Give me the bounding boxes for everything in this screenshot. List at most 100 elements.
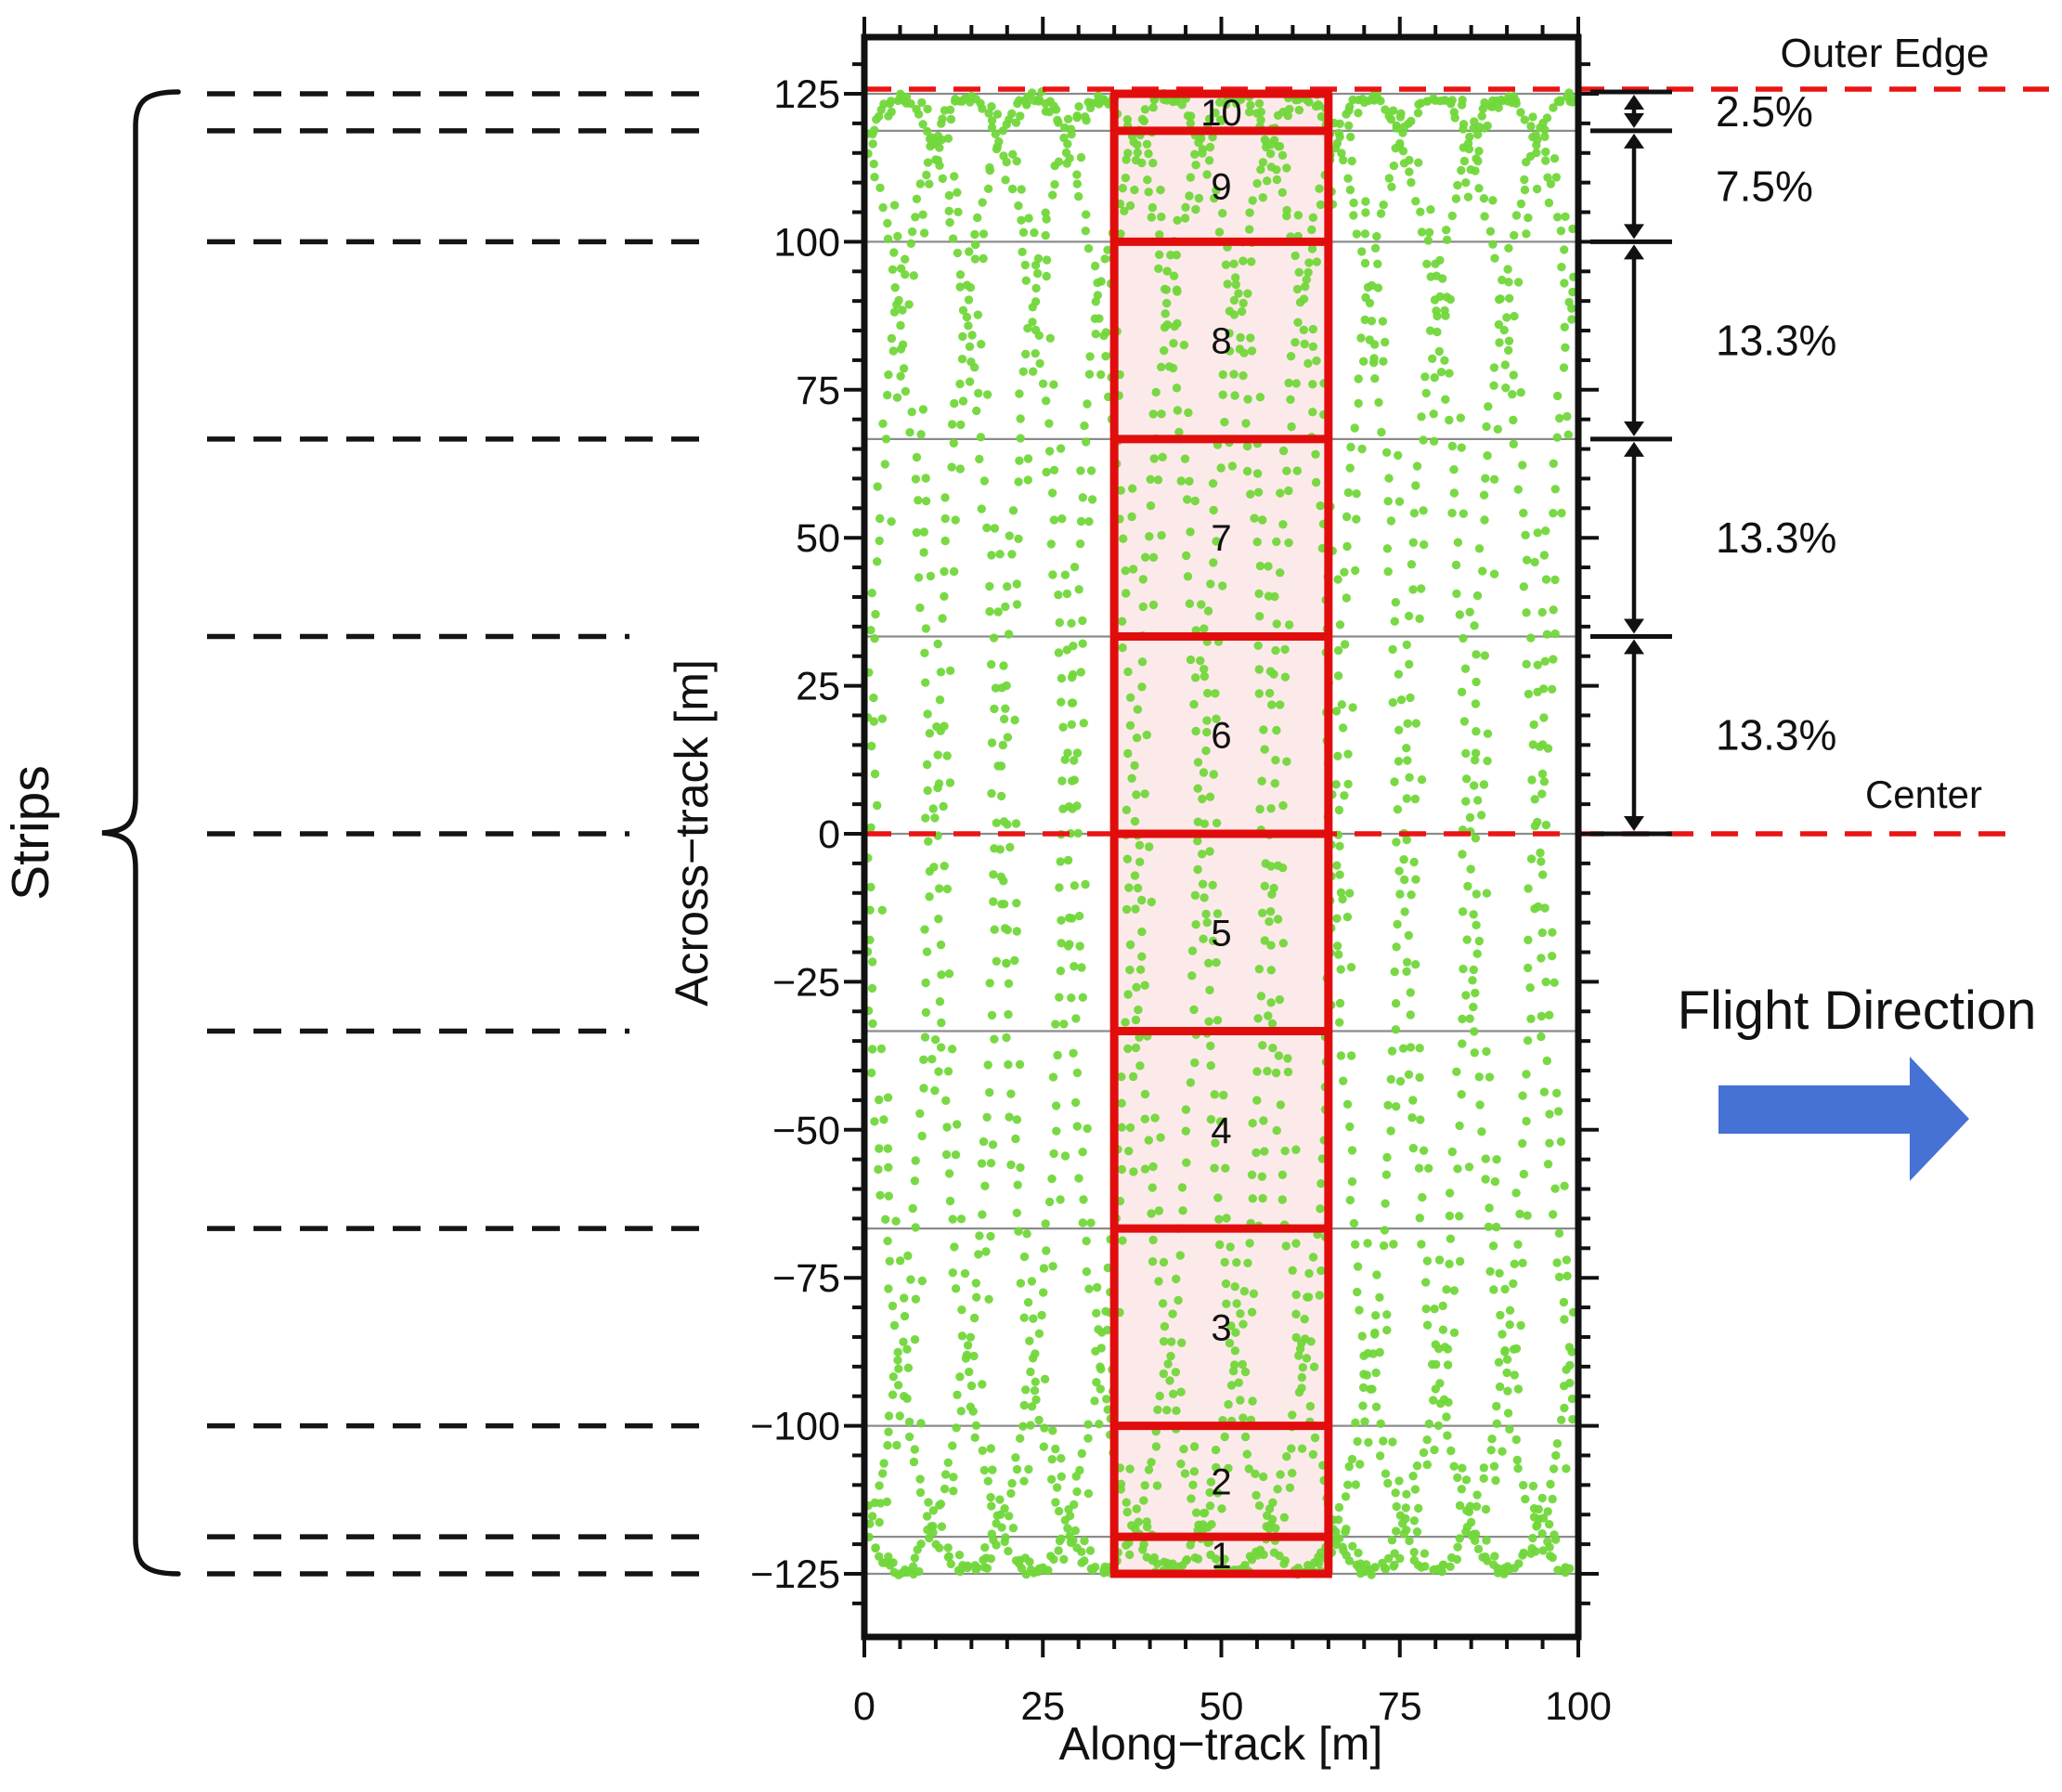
scan-dot xyxy=(1308,324,1318,334)
scan-dot xyxy=(1471,1536,1480,1546)
scan-dot xyxy=(1490,253,1499,263)
scan-dot xyxy=(1220,417,1229,427)
scan-dot xyxy=(1534,902,1543,912)
scan-dot xyxy=(1567,1394,1577,1404)
scan-dot xyxy=(1564,1343,1575,1352)
scan-dot xyxy=(945,666,955,675)
scan-dot xyxy=(1001,602,1010,612)
scan-dot xyxy=(953,248,963,258)
scan-dot xyxy=(1054,648,1064,657)
scan-dot xyxy=(1252,1096,1262,1105)
scan-dot xyxy=(1272,619,1281,629)
scan-dot xyxy=(940,536,950,546)
y-tick-label: 75 xyxy=(796,369,840,413)
scan-dot xyxy=(1370,374,1380,383)
scan-dot xyxy=(1252,178,1262,188)
scan-dot xyxy=(982,523,992,533)
scan-dot xyxy=(1076,152,1086,162)
scan-dot xyxy=(1178,1206,1187,1215)
scan-dot xyxy=(1131,1043,1141,1053)
scan-dot xyxy=(1200,664,1209,674)
scan-dot xyxy=(1078,616,1087,626)
scan-dot xyxy=(1555,413,1564,423)
scan-dot xyxy=(920,1032,930,1042)
scan-dot xyxy=(1156,185,1165,195)
scan-dot xyxy=(1278,446,1289,456)
scan-dot xyxy=(933,750,942,760)
scan-dot xyxy=(868,957,877,967)
scan-dot xyxy=(932,721,941,732)
scan-dot xyxy=(1411,875,1420,884)
scan-dot xyxy=(1481,1154,1491,1163)
scan-dot xyxy=(1455,610,1465,619)
strip-number-9: 9 xyxy=(1211,167,1231,208)
scan-dot xyxy=(1229,295,1239,305)
scan-dot xyxy=(1140,1114,1150,1123)
scan-dot xyxy=(1180,214,1190,223)
scan-dot xyxy=(1516,1320,1525,1331)
scan-dot xyxy=(1258,1193,1267,1203)
scan-dot xyxy=(1461,748,1471,759)
scan-dot xyxy=(1184,408,1193,418)
strips-label: Strips xyxy=(1,765,60,901)
y-tick-label: 0 xyxy=(818,812,840,857)
scan-dot xyxy=(883,1093,893,1102)
scan-dot xyxy=(935,1500,944,1510)
scan-dot xyxy=(1443,1431,1452,1440)
scan-dot xyxy=(1004,1546,1013,1556)
scan-dot xyxy=(999,817,1009,826)
scan-dot xyxy=(1392,1102,1401,1111)
scan-dot xyxy=(1052,1126,1061,1136)
scan-dot xyxy=(1014,1227,1023,1236)
scan-dot xyxy=(1134,1517,1143,1526)
scan-dot xyxy=(887,517,896,526)
scan-dot xyxy=(1299,294,1309,304)
scan-dot xyxy=(1220,1257,1229,1267)
scan-dot xyxy=(1395,1076,1406,1086)
scan-dot xyxy=(962,280,972,290)
scan-dot xyxy=(1141,552,1150,562)
scan-dot xyxy=(889,201,900,210)
scan-dot xyxy=(1122,805,1132,814)
scan-dot xyxy=(1411,481,1420,490)
scan-dot xyxy=(1057,939,1066,948)
scan-dot xyxy=(984,1294,993,1305)
scan-dot xyxy=(898,305,907,315)
scan-dot xyxy=(1432,1359,1441,1370)
scan-dot xyxy=(1048,1072,1058,1082)
scan-dot xyxy=(1335,119,1344,128)
scan-dot xyxy=(866,626,875,635)
scan-dot xyxy=(1143,175,1152,185)
scan-dot xyxy=(1057,697,1066,707)
scan-dot xyxy=(1474,936,1485,946)
strip-number-10: 10 xyxy=(1200,93,1242,134)
scan-dot xyxy=(1308,342,1318,351)
scan-dot xyxy=(1304,1268,1314,1279)
scan-dot xyxy=(1096,370,1106,380)
scan-dot xyxy=(1536,848,1545,858)
scan-dot xyxy=(1334,1502,1344,1513)
scan-dot xyxy=(1078,1148,1087,1157)
scan-dot xyxy=(1519,1169,1529,1179)
scan-dot xyxy=(1541,575,1551,584)
scan-dot xyxy=(1016,1434,1025,1443)
scan-dot xyxy=(907,227,917,237)
scan-dot xyxy=(1149,454,1159,463)
scan-dot xyxy=(1404,1070,1414,1080)
scan-dot xyxy=(1353,1287,1362,1297)
scan-dot xyxy=(1206,1114,1216,1124)
scan-dot xyxy=(1292,466,1303,475)
scan-dot xyxy=(935,695,945,705)
scan-dot xyxy=(1023,475,1033,485)
scan-dot xyxy=(1019,1252,1030,1262)
scan-dot xyxy=(985,606,994,617)
scan-dot xyxy=(1056,967,1066,976)
scan-dot xyxy=(1471,699,1481,708)
scan-dot xyxy=(1339,155,1348,165)
scan-dot xyxy=(1357,247,1367,256)
scan-dot xyxy=(1544,198,1554,208)
scan-dot xyxy=(1203,606,1213,616)
strip-number-7: 7 xyxy=(1211,518,1231,559)
scan-dot xyxy=(1201,909,1211,919)
scan-dot xyxy=(869,717,878,726)
